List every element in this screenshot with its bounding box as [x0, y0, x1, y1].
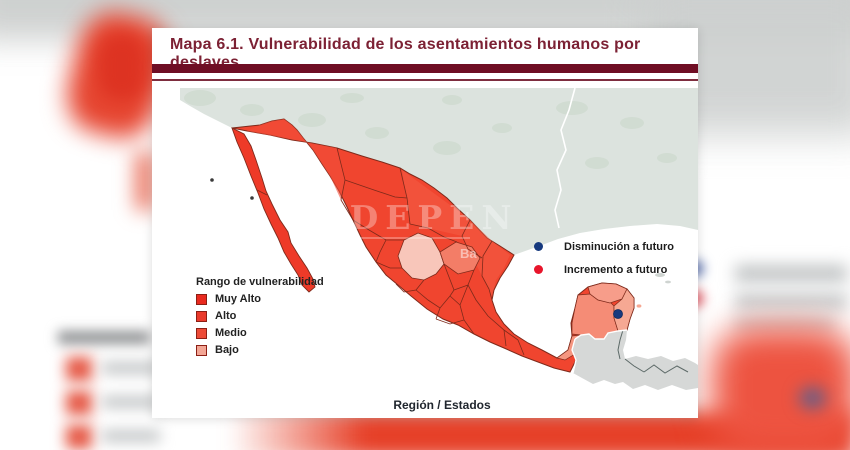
legend-swatch-muy-alto: [196, 293, 207, 305]
baja-state-split-border: [256, 189, 268, 196]
blue-dot-icon: [534, 242, 543, 251]
legend-label-muy-alto: Muy Alto: [215, 292, 262, 305]
red-dot-icon: [534, 265, 543, 274]
mexico-vulnerability-map: [180, 87, 698, 390]
bg-blur-ghost-label: [102, 430, 160, 442]
guatemala-internal-borders: [617, 329, 689, 374]
watermark-text: INDEPEN: [290, 198, 519, 237]
state-zacatecas-bajo: [397, 232, 445, 281]
pacific-island: [210, 178, 214, 182]
watermark-underline: [352, 237, 470, 239]
legend-swatch-medio: [196, 327, 207, 339]
trend-item-increase: Incremento a futuro: [534, 258, 674, 281]
legend-item-medio: Medio: [196, 327, 324, 339]
guatemala-region: [572, 330, 698, 390]
state-baja-california: [231, 127, 316, 293]
pacific-island: [250, 196, 254, 200]
trend-legend: Disminución a futuro Incremento a futuro: [534, 235, 674, 281]
vulnerability-legend: Rango de vulnerabilidad Muy Alto Alto Me…: [196, 276, 324, 356]
title-underline-thin: [152, 79, 698, 81]
trend-item-decrease: Disminución a futuro: [534, 235, 674, 258]
cozumel-island: [636, 304, 642, 308]
river-line: [554, 87, 576, 229]
legend-item-bajo: Bajo: [196, 344, 324, 356]
trend-label-increase: Incremento a futuro: [564, 263, 668, 276]
state-sonora: [247, 119, 345, 200]
legend-item-alto: Alto: [196, 310, 324, 322]
legend-label-medio: Medio: [215, 326, 247, 339]
axis-label: Región / Estados: [393, 398, 491, 412]
title-underline-bar: [152, 64, 698, 73]
vulnerability-legend-title: Rango de vulnerabilidad: [196, 276, 324, 288]
legend-label-bajo: Bajo: [215, 343, 239, 356]
state-borders: [336, 147, 525, 356]
bg-blur-ghost-swatch: [66, 357, 92, 381]
figure-card: INDEPEN Ba Mapa 6.1. Vulnerabilidad de l…: [152, 28, 698, 418]
usa-terrain-patches: [184, 90, 677, 169]
bg-blur-ghost-swatch: [66, 391, 92, 415]
legend-swatch-bajo: [196, 344, 207, 356]
caribbean-island: [655, 273, 665, 277]
bg-blur-red-shape-core: [98, 34, 146, 100]
bg-blur-bottom-right-dot: [799, 387, 826, 409]
bg-blur-ghost-label: [735, 265, 847, 282]
bg-blur-ghost-swatch: [66, 425, 92, 449]
legend-item-muy-alto: Muy Alto: [196, 293, 324, 305]
decrease-marker-dot: [613, 309, 623, 319]
bg-blur-ghost-label: [735, 293, 847, 310]
states-northeast: [402, 170, 510, 296]
legend-label-alto: Alto: [215, 309, 237, 322]
legend-swatch-alto: [196, 310, 207, 322]
watermark-text-small: Ba: [460, 246, 477, 261]
caribbean-island: [665, 280, 671, 284]
trend-label-decrease: Disminución a futuro: [564, 240, 674, 253]
bg-blur-bottom-right-red: [712, 328, 850, 450]
usa-region: [180, 88, 698, 255]
bg-blur-ghost-legend-title: [58, 331, 150, 344]
mexico-guatemala-border-gap: [571, 329, 628, 374]
bg-blur-ghost-label: [735, 317, 835, 331]
